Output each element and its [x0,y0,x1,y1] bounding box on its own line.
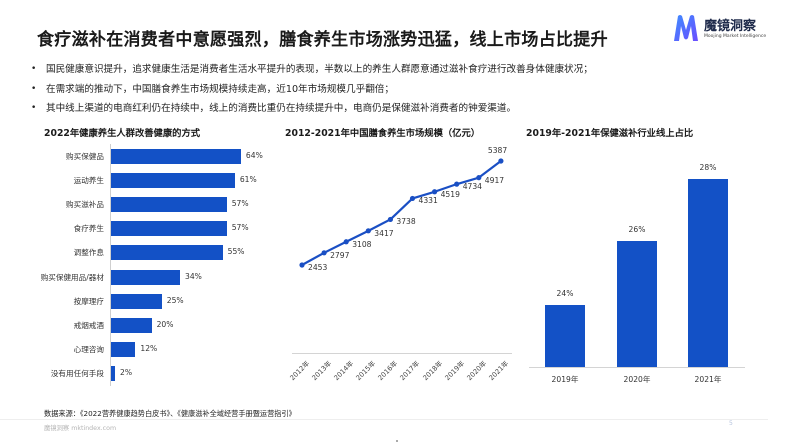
bar [111,149,241,164]
bar [111,317,152,333]
logo-name-en: Moojing Market Intelligence [704,34,767,39]
bar-category-label: 购买保健品 [66,152,104,161]
y-axis-line [110,144,111,386]
data-point [321,250,327,256]
bullet-list: 国民健康意识提升，追求健康生活是消费者生活水平提升的表现，半数以上的养生人群愿意… [28,60,593,119]
bar-value-label: 61% [239,175,257,185]
bar-value-label: 24% [556,289,574,298]
bar-value-label: 25% [166,295,184,305]
bar-category-label: 运动养生 [73,176,104,186]
data-point [365,228,371,234]
point-value-label: 3108 [352,239,372,249]
bar [111,341,136,357]
bar-value-label: 26% [628,225,646,234]
bar [111,293,162,309]
data-point [454,181,460,187]
bar-category-label: 心理咨询 [73,344,104,354]
footer-divider [0,419,768,420]
x-tick-label: 2014年 [332,359,356,383]
chart-title-market-size: 2012-2021年中国膳食养生市场规模（亿元） [285,128,481,139]
bar [111,173,235,189]
data-point [299,262,305,268]
chart-title-health-methods: 2022年健康养生人群改善健康的方式 [44,128,201,139]
bar-category-label: 按摩理疗 [73,296,104,306]
x-tick-label: 2017年 [398,359,422,383]
x-tick-label: 2018年 [420,359,444,383]
x-tick-label: 2019年 [443,359,466,383]
bar-value-label: 57% [231,223,249,233]
x-tick-label: 2016年 [376,359,400,383]
point-value-label: 4331 [418,196,438,206]
bar [111,197,227,213]
footer-site: 魔镜洞察 mktindex.com [44,425,117,432]
data-point [343,239,349,245]
data-point [409,195,416,202]
x-tick-label: 2021年 [487,359,510,383]
point-value-label: 4519 [440,189,460,199]
bar-category-label: 购买滋补品 [66,200,104,210]
bullet-item: 在需求端的推动下，中国膳食养生市场规模持续走高，近10年市场规模几乎翻倍； [28,80,593,100]
bar [617,241,657,367]
data-point [498,158,504,164]
bar-category-label: 戒烟戒酒 [73,320,104,330]
bar-category-label: 调整作息 [73,248,104,258]
chart-title-online-share: 2019年-2021年保健滋补行业线上占比 [526,128,694,139]
bar [111,269,181,285]
x-axis-line [529,367,745,368]
bar-category-label: 购买保健用品/器材 [40,272,104,282]
bar [111,221,227,237]
bar-value-label: 55% [227,247,245,257]
x-tick-label: 2012年 [288,359,312,383]
bar [111,365,116,381]
bar-category-label: 没有用任何手段 [50,368,104,378]
page-title: 食疗滋补在消费者中意愿强烈，膳食养生市场涨势迅猛，线上市场占比提升 [37,30,608,50]
data-point [387,216,393,223]
bar [688,179,728,367]
data-source-note: 数据来源：《2022营养健康趋势白皮书》、《健康滋补全域经营手册暨运营指引》 [44,409,296,418]
brand-logo: 魔镜洞察 Moojing Market Intelligence [672,12,792,46]
bullet-item: 其中线上渠道的电商红利仍在持续中，线上的消费比重仍在持续提升中，电商仍是保健滋补… [28,99,593,119]
point-value-label: 2797 [330,250,350,260]
point-value-label: 3738 [396,217,416,227]
bar [545,305,585,367]
data-point [476,175,482,181]
page-number: 5 [729,420,733,427]
bar-value-label: 2% [120,367,133,377]
bar-value-label: 34% [185,271,202,281]
data-point [432,189,438,195]
bar-value-label: 57% [231,199,249,209]
point-value-label: 3417 [374,228,394,238]
bullet-item: 国民健康意识提升，追求健康生活是消费者生活水平提升的表现，半数以上的养生人群愿意… [28,60,593,80]
point-value-label: 5387 [487,146,508,155]
x-tick-label: 2020年 [465,359,488,383]
bar-value-label: 20% [156,319,174,329]
x-axis-line [292,353,512,354]
point-value-label: 4917 [484,175,505,185]
x-tick-label: 2013年 [310,359,334,383]
bar-value-label: 12% [140,343,158,353]
point-value-label: 4734 [462,182,483,192]
bar [111,245,223,261]
point-value-label: 2453 [308,263,328,272]
x-tick-label: 2021年 [694,375,722,384]
logo-name-cn: 魔镜洞察 [704,19,757,34]
bar-category-label: 食疗养生 [73,224,104,234]
x-tick-label: 2020年 [623,375,651,384]
x-tick-label: 2015年 [354,359,378,383]
bar-value-label: 28% [699,163,717,172]
decorative-dot [396,440,398,442]
x-tick-label: 2019年 [551,375,579,384]
logo-m-icon [674,15,698,41]
bar-value-label: 64% [245,151,263,160]
